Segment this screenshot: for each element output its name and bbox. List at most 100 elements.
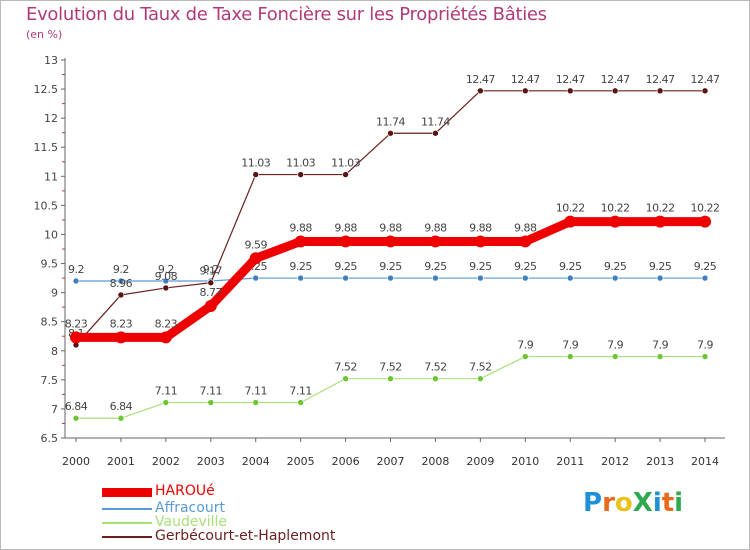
data-label: 8.23 bbox=[110, 317, 133, 330]
data-point bbox=[564, 215, 577, 228]
data-label: 12.47 bbox=[601, 73, 630, 86]
data-label: 7.11 bbox=[289, 385, 312, 398]
data-point bbox=[162, 284, 170, 292]
data-label: 10.22 bbox=[691, 202, 720, 215]
data-label: 9.25 bbox=[289, 260, 312, 273]
data-point bbox=[162, 277, 170, 285]
data-label: 7.52 bbox=[424, 361, 447, 374]
data-label: 11.74 bbox=[376, 115, 405, 128]
data-point bbox=[474, 235, 487, 248]
data-point bbox=[114, 331, 127, 344]
data-point bbox=[342, 375, 349, 382]
data-label: 9.59 bbox=[244, 238, 267, 251]
series-gerb-court-et-haplemont: 8.18.969.089.1711.0311.0311.0311.7411.74… bbox=[68, 73, 721, 349]
data-label: 9.25 bbox=[379, 260, 402, 273]
data-label: 7.52 bbox=[469, 361, 492, 374]
data-label: 12.47 bbox=[646, 73, 675, 86]
series-harou-: 8.23 8.23 8.23 8.77 9.59 9.88 9.88 9.88 9.88 9.88… bbox=[65, 202, 720, 344]
data-point bbox=[519, 235, 532, 248]
data-point bbox=[432, 129, 439, 137]
data-point bbox=[477, 274, 484, 282]
legend-swatch bbox=[102, 536, 152, 538]
legend-swatch bbox=[102, 522, 152, 524]
data-point bbox=[252, 274, 260, 282]
data-label: 12.47 bbox=[691, 73, 720, 86]
x-tick-label: 2006 bbox=[332, 455, 360, 468]
x-tick-label: 2009 bbox=[466, 455, 494, 468]
data-label: 9.25 bbox=[694, 260, 717, 273]
data-label: 7.9 bbox=[652, 339, 668, 352]
data-point bbox=[656, 274, 664, 282]
logo-letter: i bbox=[674, 488, 684, 518]
data-label: 10.22 bbox=[556, 202, 585, 215]
data-label: 7.9 bbox=[517, 339, 533, 352]
data-point bbox=[566, 274, 574, 282]
data-point bbox=[429, 235, 442, 248]
logo-letter: t bbox=[661, 488, 675, 518]
x-tick-label: 2007 bbox=[377, 455, 405, 468]
data-label: 8.96 bbox=[110, 277, 133, 290]
logo-letter: i bbox=[652, 488, 662, 518]
data-point bbox=[117, 277, 125, 285]
data-point bbox=[654, 215, 667, 228]
chart-title: Evolution du Taux de Taxe Foncière sur l… bbox=[26, 4, 547, 25]
data-point bbox=[204, 299, 217, 312]
data-label: 9.2 bbox=[68, 263, 84, 276]
data-label: 10.22 bbox=[646, 202, 675, 215]
y-tick-label: 7 bbox=[51, 403, 58, 416]
data-label: 7.52 bbox=[334, 361, 357, 374]
x-tick-label: 2001 bbox=[107, 455, 135, 468]
data-point bbox=[477, 87, 484, 95]
data-point bbox=[70, 331, 82, 344]
legend-label: Affracourt bbox=[155, 500, 225, 516]
data-point bbox=[701, 353, 709, 360]
logo-letter: r bbox=[602, 488, 615, 518]
data-point bbox=[521, 353, 529, 360]
data-label: 11.74 bbox=[421, 115, 450, 128]
data-label: 8.77 bbox=[200, 286, 223, 299]
data-point bbox=[117, 291, 125, 299]
legend-swatch bbox=[102, 508, 152, 510]
data-label: 7.9 bbox=[562, 339, 578, 352]
data-label: 9.25 bbox=[514, 260, 537, 273]
data-label: 7.11 bbox=[244, 385, 267, 398]
data-label: 12.47 bbox=[556, 73, 585, 86]
data-label: 11.03 bbox=[331, 157, 360, 170]
data-label: 9.25 bbox=[604, 260, 627, 273]
data-label: 9.25 bbox=[424, 260, 447, 273]
data-point bbox=[566, 353, 574, 360]
legend-label: HAROUé bbox=[155, 483, 215, 499]
data-label: 7.11 bbox=[155, 385, 178, 398]
data-label: 6.84 bbox=[110, 400, 133, 413]
data-point bbox=[384, 235, 397, 248]
data-label: 9.88 bbox=[379, 221, 402, 234]
data-point bbox=[387, 375, 394, 382]
x-tick-label: 2010 bbox=[511, 455, 539, 468]
x-tick-label: 2002 bbox=[152, 455, 180, 468]
data-label: 9.25 bbox=[559, 260, 582, 273]
x-tick-label: 2014 bbox=[691, 455, 719, 468]
data-point bbox=[699, 215, 712, 228]
data-point bbox=[252, 171, 260, 178]
data-point bbox=[432, 274, 439, 282]
legend-swatch bbox=[102, 488, 152, 497]
data-point bbox=[611, 353, 619, 360]
data-label: 9.2 bbox=[158, 263, 174, 276]
y-tick-label: 12.5 bbox=[34, 83, 59, 96]
x-tick-label: 2011 bbox=[556, 455, 584, 468]
data-label: 10.22 bbox=[601, 202, 630, 215]
data-point bbox=[656, 87, 664, 95]
data-point bbox=[566, 87, 574, 95]
data-point bbox=[297, 274, 304, 282]
logo-letter: X bbox=[632, 488, 653, 518]
proxiti-logo: ProXiti bbox=[583, 488, 683, 518]
data-label: 9.88 bbox=[514, 221, 537, 234]
data-label: 11.03 bbox=[286, 157, 315, 170]
data-point bbox=[339, 235, 352, 248]
series-affracourt: 9.2 9.2 9.2 9.2 9.25 9.25 9.25 9.25 9.25 9.25 9.25… bbox=[68, 260, 717, 285]
data-point bbox=[611, 274, 619, 282]
data-label: 9.88 bbox=[424, 221, 447, 234]
data-point bbox=[249, 252, 262, 265]
data-point bbox=[521, 87, 529, 95]
